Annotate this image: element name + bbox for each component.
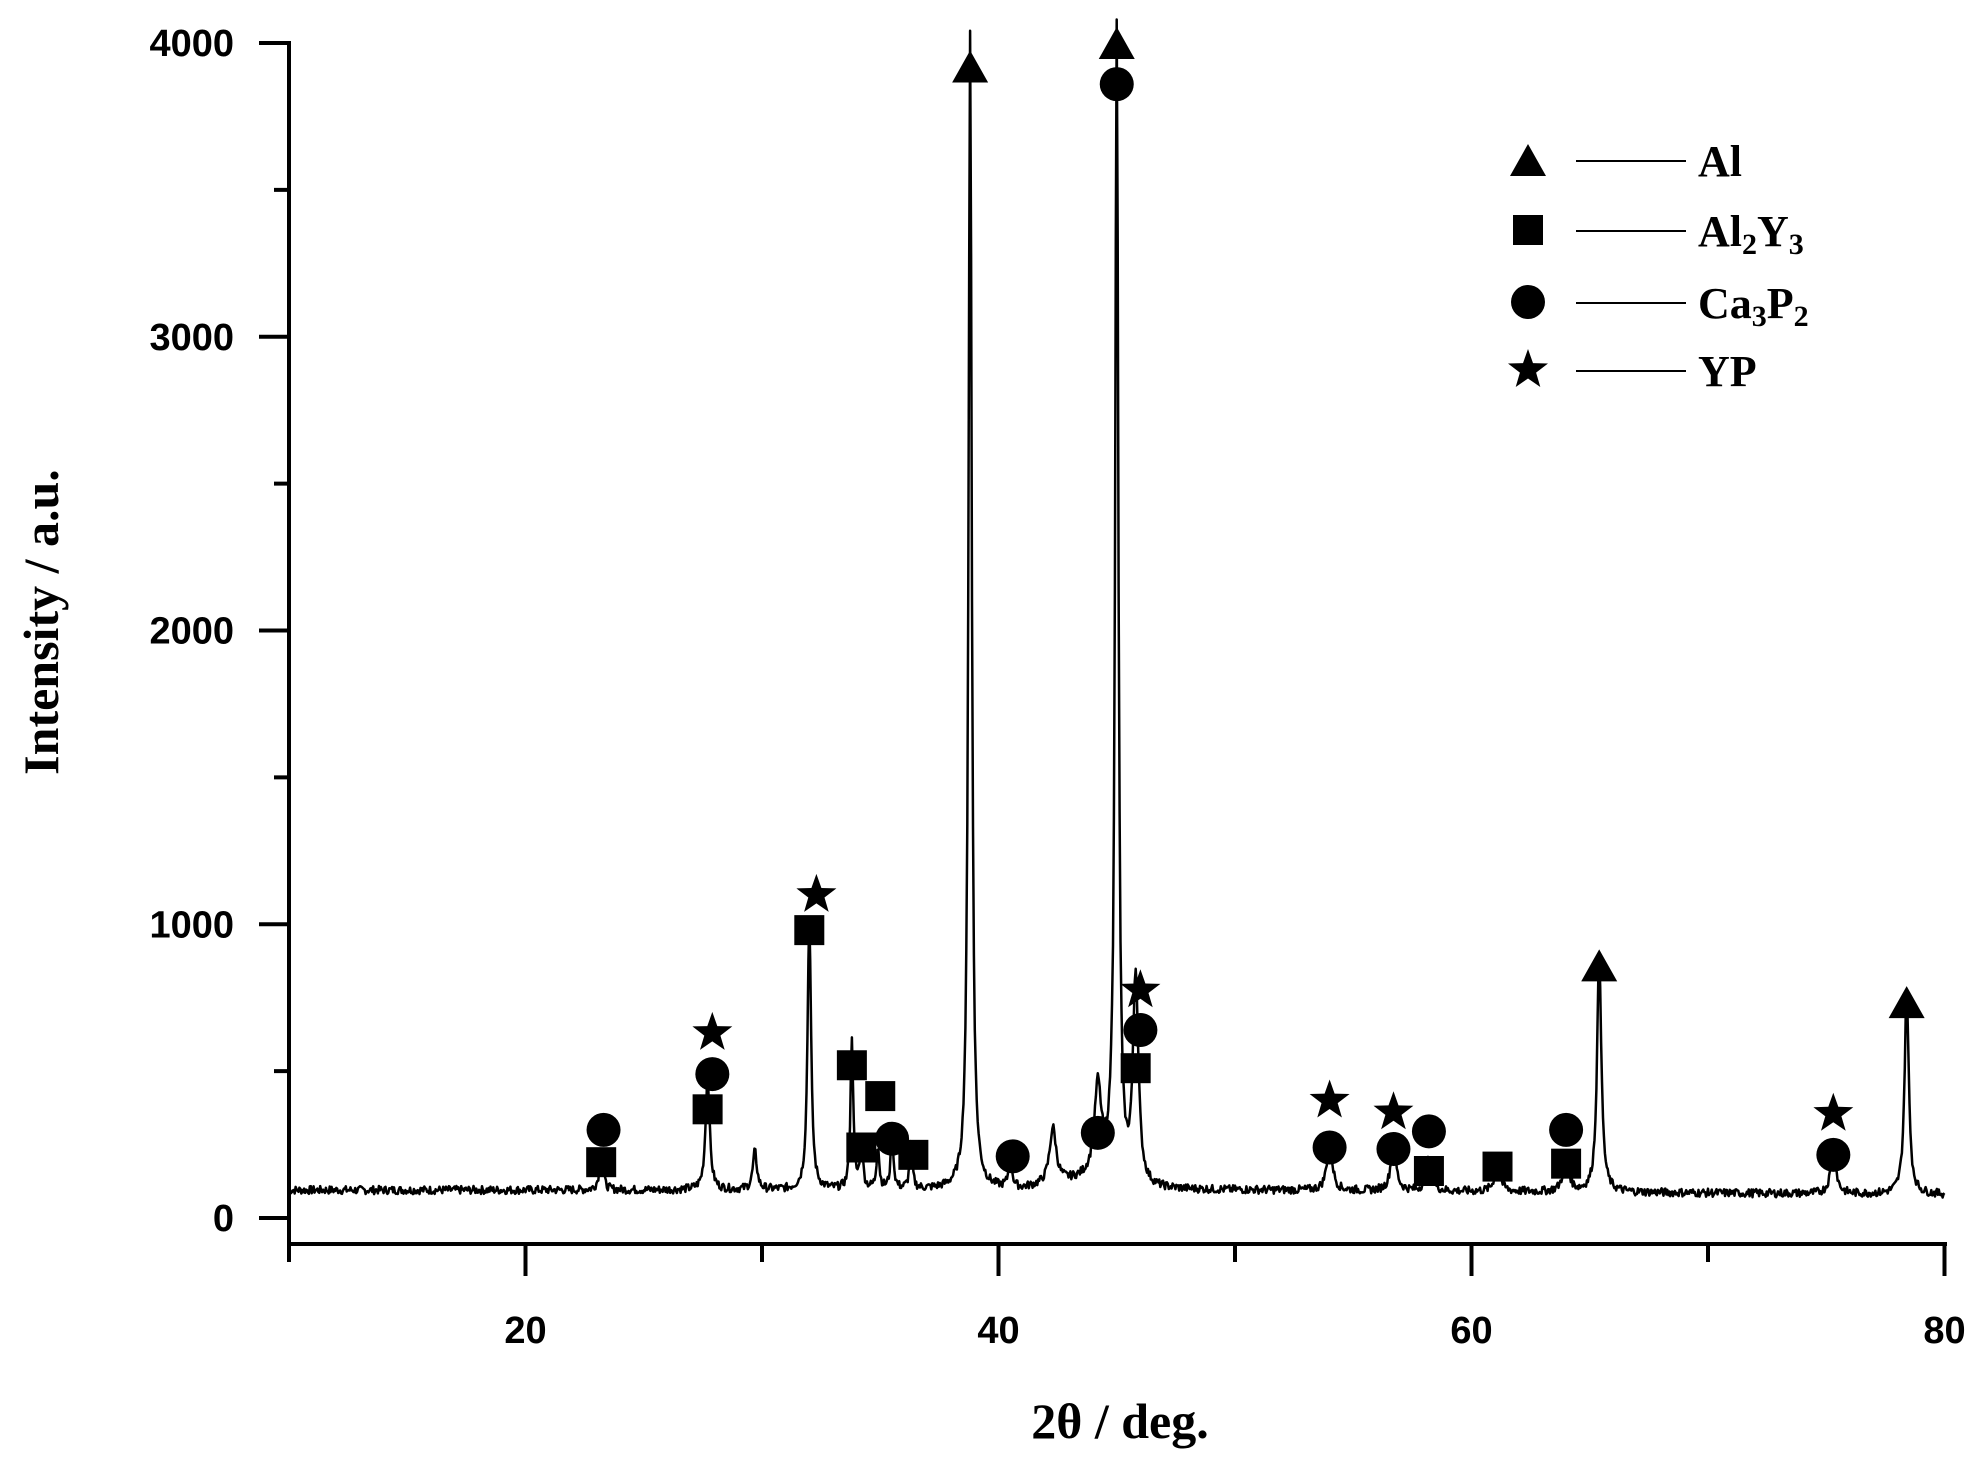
- square-marker-icon: [1513, 215, 1543, 245]
- triangle-marker-icon: [1581, 949, 1618, 982]
- square-marker-icon: [846, 1132, 877, 1163]
- circle-marker-icon: [1511, 285, 1545, 319]
- axes: 0 1000 2000 3000 4000 20 40 60 80: [149, 23, 1965, 1352]
- legend-label: Al: [1698, 137, 1742, 186]
- legend-label: YP: [1698, 347, 1757, 396]
- circle-marker-icon: [1816, 1137, 1851, 1172]
- x-tick-label: 80: [1923, 1310, 1965, 1352]
- star-marker-icon: [692, 1011, 733, 1050]
- triangle-marker-icon: [1510, 144, 1546, 176]
- y-tick-label: 3000: [149, 317, 234, 359]
- square-marker-icon: [586, 1147, 617, 1178]
- triangle-marker-icon: [1098, 27, 1135, 59]
- y-axis-title: Intensity / a.u.: [13, 469, 69, 775]
- star-marker-icon: [1813, 1092, 1854, 1131]
- circle-marker-icon: [695, 1057, 730, 1092]
- y-tick-label: 4000: [149, 23, 234, 65]
- legend-item-al2y3: Al2Y3: [1513, 207, 1804, 261]
- square-marker-icon: [1482, 1151, 1513, 1182]
- triangle-marker-icon: [952, 50, 989, 83]
- legend-item-yp: YP: [1508, 347, 1757, 396]
- circle-marker-icon: [995, 1139, 1030, 1174]
- legend: Al Al2Y3 Ca3P2 YP: [1508, 137, 1809, 396]
- square-marker-icon: [836, 1050, 867, 1081]
- legend-label: Al2Y3: [1698, 207, 1804, 261]
- square-marker-icon: [1551, 1148, 1582, 1179]
- x-axis-title: 2θ / deg.: [1031, 1393, 1209, 1449]
- star-marker-icon: [796, 873, 837, 912]
- y-tick-label: 0: [213, 1198, 234, 1240]
- star-marker-icon: [1373, 1091, 1414, 1130]
- square-marker-icon: [898, 1139, 929, 1170]
- square-marker-icon: [794, 915, 825, 946]
- circle-marker-icon: [586, 1112, 621, 1147]
- legend-label: Ca3P2: [1698, 279, 1809, 333]
- x-tick-label: 20: [504, 1310, 546, 1352]
- y-tick-label: 2000: [149, 611, 234, 653]
- phase-markers: [586, 27, 1925, 1186]
- diffraction-pattern-line: [288, 18, 1946, 1199]
- square-marker-icon: [865, 1081, 896, 1112]
- star-marker-icon: [1120, 969, 1161, 1008]
- x-tick-label: 40: [977, 1310, 1019, 1352]
- star-marker-icon: [1508, 349, 1548, 387]
- legend-item-al: Al: [1510, 137, 1742, 186]
- square-marker-icon: [1120, 1053, 1151, 1084]
- square-marker-icon: [1413, 1156, 1444, 1186]
- y-tick-label: 1000: [149, 904, 234, 946]
- circle-marker-icon: [1123, 1013, 1158, 1047]
- circle-marker-icon: [1549, 1112, 1584, 1147]
- circle-marker-icon: [1411, 1114, 1446, 1149]
- circle-marker-icon: [1312, 1130, 1347, 1165]
- square-marker-icon: [692, 1094, 723, 1125]
- circle-marker-icon: [1376, 1131, 1411, 1166]
- x-tick-label: 60: [1450, 1310, 1492, 1352]
- circle-marker-icon: [1099, 67, 1134, 102]
- legend-item-ca3p2: Ca3P2: [1511, 279, 1809, 333]
- triangle-marker-icon: [1888, 986, 1925, 1019]
- star-marker-icon: [1309, 1079, 1350, 1118]
- circle-marker-icon: [1080, 1115, 1115, 1150]
